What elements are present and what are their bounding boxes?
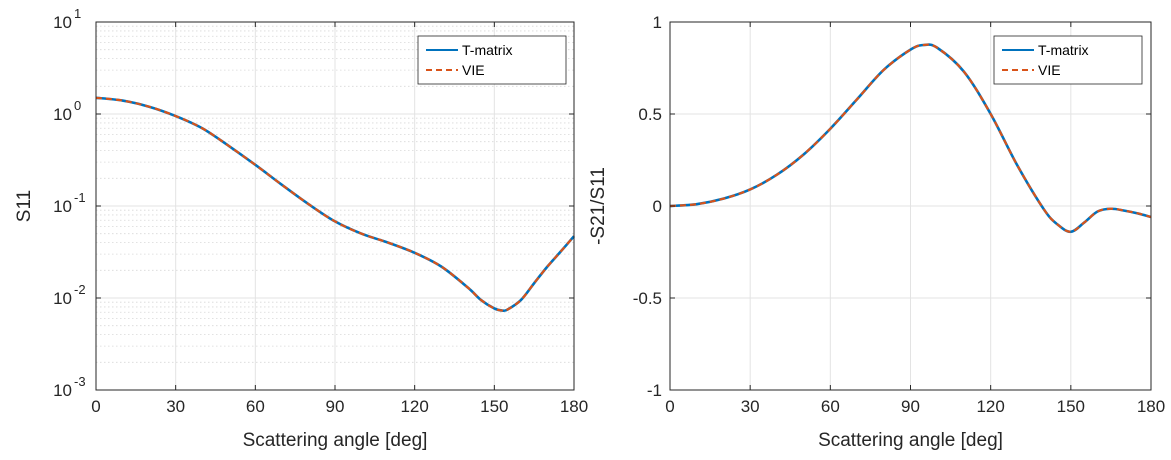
x-tick-label: 0 [665, 397, 674, 416]
y-tick-label: 10 [53, 13, 72, 32]
y-tick-label-exponent: -3 [74, 374, 86, 389]
y-tick-label: 1 [653, 13, 662, 32]
legend-label: VIE [462, 62, 485, 78]
x-axis-label: Scattering angle [deg] [243, 430, 428, 451]
x-tick-label: 180 [560, 397, 588, 416]
y-tick-label-exponent: 0 [74, 98, 81, 113]
y-axis-label: -S21/S11 [588, 167, 609, 245]
x-tick-label: 90 [326, 397, 345, 416]
y-tick-label: 10 [53, 381, 72, 400]
y-tick-label-exponent: 1 [74, 6, 81, 21]
y-tick-label: -1 [647, 381, 662, 400]
legend: T-matrix VIE [417, 35, 567, 85]
x-tick-label: 180 [1137, 397, 1165, 416]
x-tick-label: 0 [91, 397, 100, 416]
x-axis-label: Scattering angle [deg] [818, 430, 1003, 451]
x-tick-label: 60 [821, 397, 840, 416]
x-tick-label: 150 [480, 397, 508, 416]
chart-s21-over-s11: 0 30 60 90 120 150 180 -1 -0.5 0 0.5 1 Scattering an… [588, 13, 1165, 451]
legend-box [417, 35, 567, 85]
y-tick-label: -0.5 [633, 289, 662, 308]
x-tick-label: 30 [166, 397, 185, 416]
y-tick-label-exponent: -1 [74, 190, 86, 205]
legend-label: T-matrix [1038, 42, 1089, 58]
legend: T-matrix VIE [993, 35, 1143, 85]
y-tick-label: 10 [53, 197, 72, 216]
y-tick-label: 0.5 [638, 105, 662, 124]
x-tick-label: 30 [741, 397, 760, 416]
y-tick-label: 10 [53, 289, 72, 308]
y-tick-label: 10 [53, 105, 72, 124]
y-tick-label-exponent: -2 [74, 282, 86, 297]
legend-label: VIE [1038, 62, 1061, 78]
series-line-vie [95, 96, 575, 312]
series-line-vie [669, 43, 1152, 233]
x-tick-label: 150 [1057, 397, 1085, 416]
x-tick-label: 120 [976, 397, 1004, 416]
legend-box [993, 35, 1143, 85]
x-tick-label: 120 [400, 397, 428, 416]
y-tick-label: 0 [653, 197, 662, 216]
x-tick-label: 60 [246, 397, 265, 416]
y-axis-label: S11 [14, 190, 35, 222]
legend-label: T-matrix [462, 42, 513, 58]
x-tick-label: 90 [901, 397, 920, 416]
